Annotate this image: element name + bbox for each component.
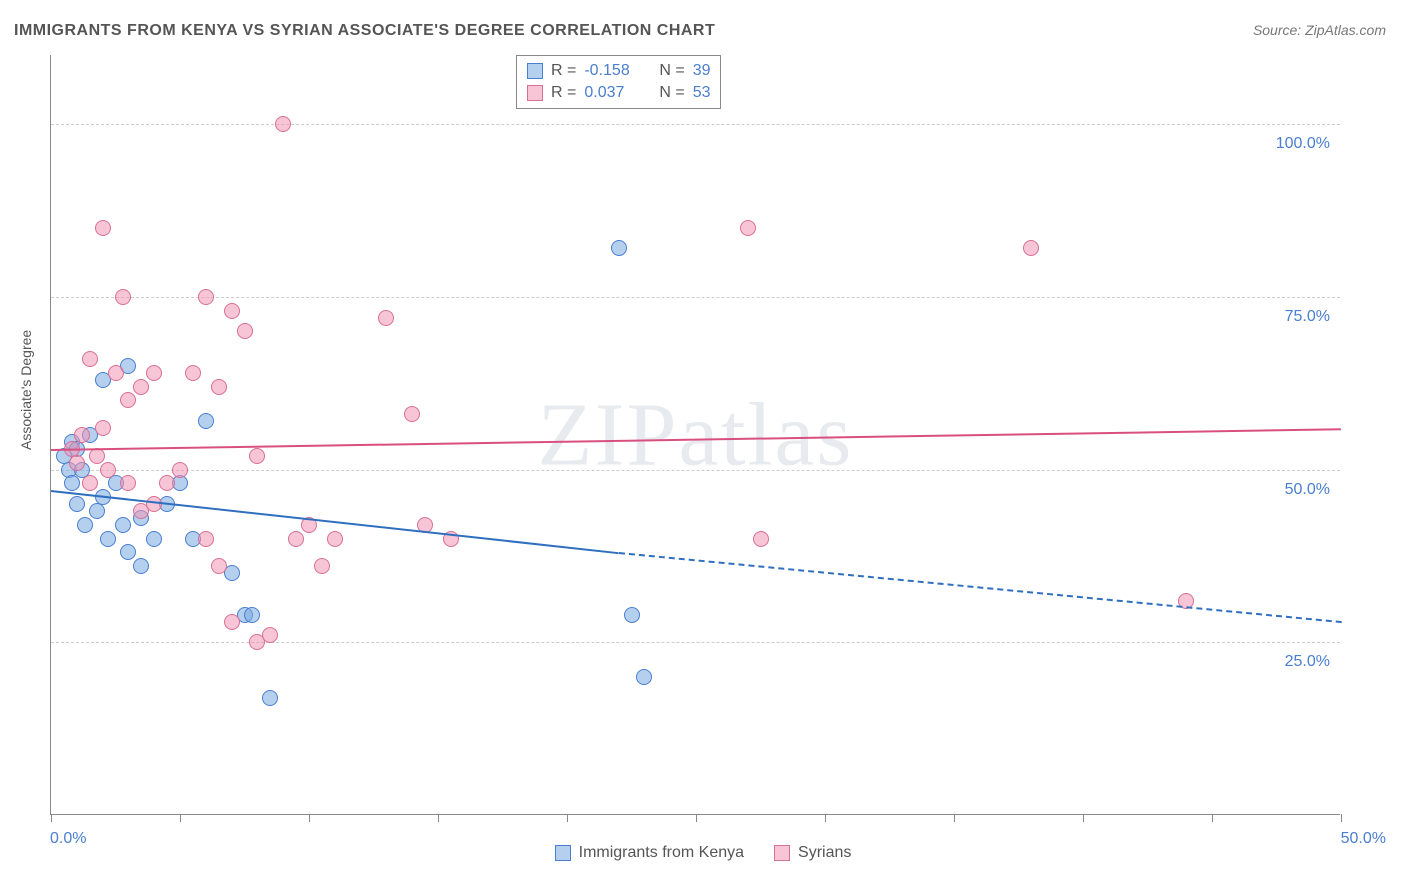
gridline bbox=[51, 124, 1340, 125]
data-point bbox=[237, 323, 253, 339]
gridline bbox=[51, 642, 1340, 643]
legend-item-syrians: Syrians bbox=[774, 844, 851, 862]
legend-row-kenya: R = -0.158 N = 39 bbox=[527, 60, 710, 82]
data-point bbox=[275, 116, 291, 132]
x-tick bbox=[696, 814, 697, 822]
data-point bbox=[172, 462, 188, 478]
r-label: R = bbox=[551, 84, 576, 102]
data-point bbox=[611, 240, 627, 256]
data-point bbox=[262, 627, 278, 643]
data-point bbox=[100, 462, 116, 478]
chart-title: IMMIGRANTS FROM KENYA VS SYRIAN ASSOCIAT… bbox=[14, 22, 715, 40]
correlation-legend: R = -0.158 N = 39 R = 0.037 N = 53 bbox=[516, 55, 721, 109]
data-point bbox=[82, 351, 98, 367]
data-point bbox=[211, 379, 227, 395]
data-point bbox=[100, 531, 116, 547]
data-point bbox=[146, 365, 162, 381]
y-tick-label: 75.0% bbox=[1285, 308, 1330, 326]
legend-row-syrians: R = 0.037 N = 53 bbox=[527, 82, 710, 104]
legend-label-syrians: Syrians bbox=[798, 844, 851, 862]
r-value-kenya: -0.158 bbox=[584, 62, 639, 80]
data-point bbox=[89, 503, 105, 519]
y-tick-label: 25.0% bbox=[1285, 653, 1330, 671]
data-point bbox=[133, 558, 149, 574]
data-point bbox=[327, 531, 343, 547]
data-point bbox=[753, 531, 769, 547]
r-label: R = bbox=[551, 62, 576, 80]
data-point bbox=[314, 558, 330, 574]
data-point bbox=[244, 607, 260, 623]
swatch-kenya-icon bbox=[555, 845, 571, 861]
data-point bbox=[211, 558, 227, 574]
swatch-syrians bbox=[527, 85, 543, 101]
n-value-kenya: 39 bbox=[693, 62, 711, 80]
data-point bbox=[224, 303, 240, 319]
data-point bbox=[288, 531, 304, 547]
y-tick-label: 100.0% bbox=[1276, 135, 1330, 153]
data-point bbox=[95, 420, 111, 436]
y-tick-label: 50.0% bbox=[1285, 481, 1330, 499]
data-point bbox=[115, 289, 131, 305]
data-point bbox=[198, 531, 214, 547]
data-point bbox=[82, 475, 98, 491]
data-point bbox=[159, 475, 175, 491]
x-tick bbox=[825, 814, 826, 822]
n-label: N = bbox=[659, 62, 684, 80]
data-point bbox=[74, 427, 90, 443]
swatch-kenya bbox=[527, 63, 543, 79]
x-tick bbox=[567, 814, 568, 822]
data-point bbox=[133, 379, 149, 395]
x-tick bbox=[51, 814, 52, 822]
data-point bbox=[198, 413, 214, 429]
data-point bbox=[115, 517, 131, 533]
x-tick bbox=[954, 814, 955, 822]
x-tick bbox=[1083, 814, 1084, 822]
x-tick bbox=[309, 814, 310, 822]
swatch-syrians-icon bbox=[774, 845, 790, 861]
x-tick bbox=[180, 814, 181, 822]
data-point bbox=[262, 690, 278, 706]
watermark: ZIPatlas bbox=[538, 383, 854, 486]
data-point bbox=[185, 365, 201, 381]
n-label: N = bbox=[659, 84, 684, 102]
data-point bbox=[146, 496, 162, 512]
data-point bbox=[740, 220, 756, 236]
x-tick bbox=[1212, 814, 1213, 822]
data-point bbox=[120, 544, 136, 560]
data-point bbox=[624, 607, 640, 623]
data-point bbox=[1023, 240, 1039, 256]
data-point bbox=[198, 289, 214, 305]
data-point bbox=[95, 220, 111, 236]
gridline bbox=[51, 470, 1340, 471]
plot-area: ZIPatlas R = -0.158 N = 39 R = 0.037 N =… bbox=[50, 55, 1340, 815]
data-point bbox=[146, 531, 162, 547]
data-point bbox=[69, 455, 85, 471]
x-tick bbox=[1341, 814, 1342, 822]
data-point bbox=[636, 669, 652, 685]
legend-item-kenya: Immigrants from Kenya bbox=[555, 844, 744, 862]
data-point bbox=[120, 475, 136, 491]
legend-label-kenya: Immigrants from Kenya bbox=[579, 844, 744, 862]
x-tick bbox=[438, 814, 439, 822]
data-point bbox=[224, 614, 240, 630]
trend-line bbox=[51, 428, 1341, 451]
data-point bbox=[249, 448, 265, 464]
data-point bbox=[108, 365, 124, 381]
source-attribution: Source: ZipAtlas.com bbox=[1253, 22, 1386, 38]
data-point bbox=[378, 310, 394, 326]
y-axis-label: Associate's Degree bbox=[18, 330, 34, 450]
data-point bbox=[77, 517, 93, 533]
data-point bbox=[69, 496, 85, 512]
data-point bbox=[404, 406, 420, 422]
data-point bbox=[120, 392, 136, 408]
r-value-syrians: 0.037 bbox=[584, 84, 639, 102]
bottom-legend: Immigrants from Kenya Syrians bbox=[0, 844, 1406, 862]
data-point bbox=[64, 475, 80, 491]
n-value-syrians: 53 bbox=[693, 84, 711, 102]
trend-line-dashed bbox=[618, 552, 1341, 623]
gridline bbox=[51, 297, 1340, 298]
